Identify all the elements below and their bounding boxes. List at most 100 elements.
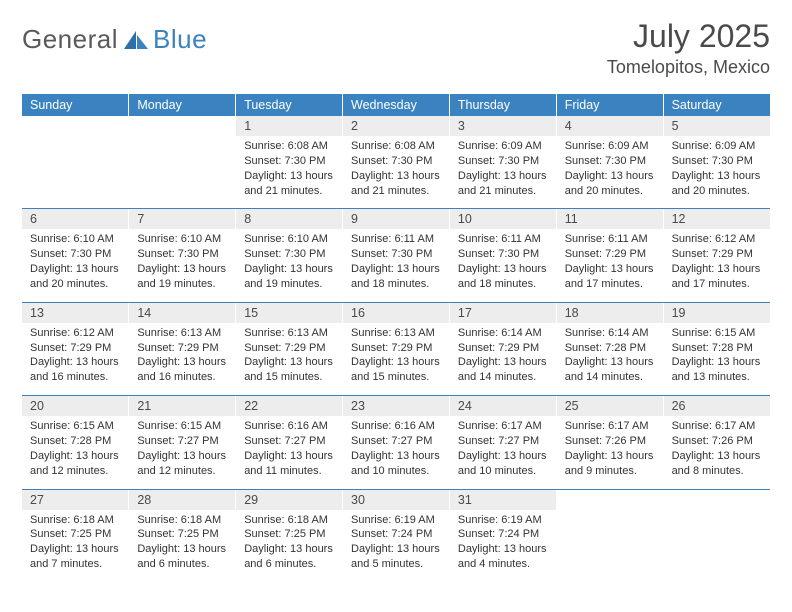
day-cell: Sunrise: 6:18 AMSunset: 7:25 PMDaylight:…	[22, 510, 129, 582]
daylight-text: Daylight: 13 hours and 14 minutes.	[458, 355, 548, 385]
day-cell: Sunrise: 6:09 AMSunset: 7:30 PMDaylight:…	[556, 136, 663, 209]
day-cell: Sunrise: 6:19 AMSunset: 7:24 PMDaylight:…	[343, 510, 450, 582]
daylight-text: Daylight: 13 hours and 18 minutes.	[351, 262, 441, 292]
sunrise-text: Sunrise: 6:10 AM	[30, 232, 120, 247]
daylight-text: Daylight: 13 hours and 12 minutes.	[137, 449, 227, 479]
sunset-text: Sunset: 7:29 PM	[137, 341, 227, 356]
sunrise-text: Sunrise: 6:12 AM	[672, 232, 762, 247]
title-block: July 2025 Tomelopitos, Mexico	[607, 18, 770, 78]
day-number: 10	[449, 209, 556, 230]
sunrise-text: Sunrise: 6:08 AM	[244, 139, 334, 154]
sunset-text: Sunset: 7:30 PM	[244, 247, 334, 262]
daylight-text: Daylight: 13 hours and 12 minutes.	[30, 449, 120, 479]
sunrise-text: Sunrise: 6:11 AM	[458, 232, 548, 247]
day-header-row: Sunday Monday Tuesday Wednesday Thursday…	[22, 94, 770, 116]
sunrise-text: Sunrise: 6:14 AM	[458, 326, 548, 341]
day-number: 22	[236, 396, 343, 417]
sunset-text: Sunset: 7:26 PM	[565, 434, 655, 449]
day-number: 16	[343, 302, 450, 323]
daynum-row: 2728293031	[22, 489, 770, 510]
daylight-text: Daylight: 13 hours and 18 minutes.	[458, 262, 548, 292]
daylight-text: Daylight: 13 hours and 9 minutes.	[565, 449, 655, 479]
day-number: 29	[236, 489, 343, 510]
day-cell: Sunrise: 6:10 AMSunset: 7:30 PMDaylight:…	[22, 229, 129, 302]
day-number: 27	[22, 489, 129, 510]
sunrise-text: Sunrise: 6:10 AM	[244, 232, 334, 247]
day-number: 15	[236, 302, 343, 323]
day-number: 6	[22, 209, 129, 230]
day-cell: Sunrise: 6:18 AMSunset: 7:25 PMDaylight:…	[236, 510, 343, 582]
sunrise-text: Sunrise: 6:14 AM	[565, 326, 655, 341]
sail-icon	[122, 29, 150, 51]
day-cell	[129, 136, 236, 209]
sunset-text: Sunset: 7:26 PM	[672, 434, 762, 449]
day-cell: Sunrise: 6:10 AMSunset: 7:30 PMDaylight:…	[236, 229, 343, 302]
day-cell: Sunrise: 6:09 AMSunset: 7:30 PMDaylight:…	[663, 136, 770, 209]
sunset-text: Sunset: 7:29 PM	[244, 341, 334, 356]
day-cell: Sunrise: 6:15 AMSunset: 7:28 PMDaylight:…	[663, 323, 770, 396]
daylight-text: Daylight: 13 hours and 15 minutes.	[351, 355, 441, 385]
sunrise-text: Sunrise: 6:17 AM	[565, 419, 655, 434]
daylight-text: Daylight: 13 hours and 10 minutes.	[458, 449, 548, 479]
daylight-text: Daylight: 13 hours and 13 minutes.	[672, 355, 762, 385]
sunrise-text: Sunrise: 6:19 AM	[458, 513, 548, 528]
sunset-text: Sunset: 7:27 PM	[458, 434, 548, 449]
daylight-text: Daylight: 13 hours and 15 minutes.	[244, 355, 334, 385]
calendar-body: 12345Sunrise: 6:08 AMSunset: 7:30 PMDayl…	[22, 116, 770, 582]
sunrise-text: Sunrise: 6:08 AM	[351, 139, 441, 154]
brand-text-blue: Blue	[153, 24, 207, 55]
daylight-text: Daylight: 13 hours and 21 minutes.	[244, 169, 334, 199]
day-number: 20	[22, 396, 129, 417]
sunset-text: Sunset: 7:29 PM	[30, 341, 120, 356]
daylight-text: Daylight: 13 hours and 17 minutes.	[565, 262, 655, 292]
day-cell: Sunrise: 6:11 AMSunset: 7:30 PMDaylight:…	[449, 229, 556, 302]
sunrise-text: Sunrise: 6:11 AM	[565, 232, 655, 247]
daylight-text: Daylight: 13 hours and 5 minutes.	[351, 542, 441, 572]
sunrise-text: Sunrise: 6:10 AM	[137, 232, 227, 247]
content-row: Sunrise: 6:08 AMSunset: 7:30 PMDaylight:…	[22, 136, 770, 209]
sunrise-text: Sunrise: 6:17 AM	[458, 419, 548, 434]
sunset-text: Sunset: 7:25 PM	[137, 527, 227, 542]
daylight-text: Daylight: 13 hours and 10 minutes.	[351, 449, 441, 479]
sunset-text: Sunset: 7:30 PM	[458, 247, 548, 262]
sunrise-text: Sunrise: 6:19 AM	[351, 513, 441, 528]
content-row: Sunrise: 6:12 AMSunset: 7:29 PMDaylight:…	[22, 323, 770, 396]
day-number: 28	[129, 489, 236, 510]
sunrise-text: Sunrise: 6:13 AM	[351, 326, 441, 341]
day-header: Saturday	[663, 94, 770, 116]
day-header: Tuesday	[236, 94, 343, 116]
day-cell: Sunrise: 6:10 AMSunset: 7:30 PMDaylight:…	[129, 229, 236, 302]
calendar-table: Sunday Monday Tuesday Wednesday Thursday…	[22, 94, 770, 582]
brand-text-general: General	[22, 24, 118, 55]
daylight-text: Daylight: 13 hours and 4 minutes.	[458, 542, 548, 572]
day-cell: Sunrise: 6:17 AMSunset: 7:27 PMDaylight:…	[449, 416, 556, 489]
sunrise-text: Sunrise: 6:18 AM	[244, 513, 334, 528]
day-number: 18	[556, 302, 663, 323]
sunset-text: Sunset: 7:29 PM	[565, 247, 655, 262]
sunrise-text: Sunrise: 6:15 AM	[672, 326, 762, 341]
sunset-text: Sunset: 7:28 PM	[672, 341, 762, 356]
daylight-text: Daylight: 13 hours and 17 minutes.	[672, 262, 762, 292]
day-cell	[22, 136, 129, 209]
sunset-text: Sunset: 7:29 PM	[458, 341, 548, 356]
day-cell: Sunrise: 6:15 AMSunset: 7:27 PMDaylight:…	[129, 416, 236, 489]
day-number	[556, 489, 663, 510]
month-title: July 2025	[607, 18, 770, 55]
day-cell: Sunrise: 6:11 AMSunset: 7:29 PMDaylight:…	[556, 229, 663, 302]
sunrise-text: Sunrise: 6:17 AM	[672, 419, 762, 434]
sunset-text: Sunset: 7:27 PM	[137, 434, 227, 449]
daynum-row: 12345	[22, 116, 770, 136]
sunset-text: Sunset: 7:30 PM	[244, 154, 334, 169]
day-cell: Sunrise: 6:17 AMSunset: 7:26 PMDaylight:…	[663, 416, 770, 489]
sunrise-text: Sunrise: 6:11 AM	[351, 232, 441, 247]
daylight-text: Daylight: 13 hours and 21 minutes.	[458, 169, 548, 199]
sunrise-text: Sunrise: 6:09 AM	[458, 139, 548, 154]
sunset-text: Sunset: 7:30 PM	[565, 154, 655, 169]
daylight-text: Daylight: 13 hours and 21 minutes.	[351, 169, 441, 199]
sunset-text: Sunset: 7:30 PM	[30, 247, 120, 262]
day-number: 12	[663, 209, 770, 230]
sunrise-text: Sunrise: 6:15 AM	[137, 419, 227, 434]
sunrise-text: Sunrise: 6:12 AM	[30, 326, 120, 341]
daylight-text: Daylight: 13 hours and 8 minutes.	[672, 449, 762, 479]
day-cell: Sunrise: 6:13 AMSunset: 7:29 PMDaylight:…	[236, 323, 343, 396]
